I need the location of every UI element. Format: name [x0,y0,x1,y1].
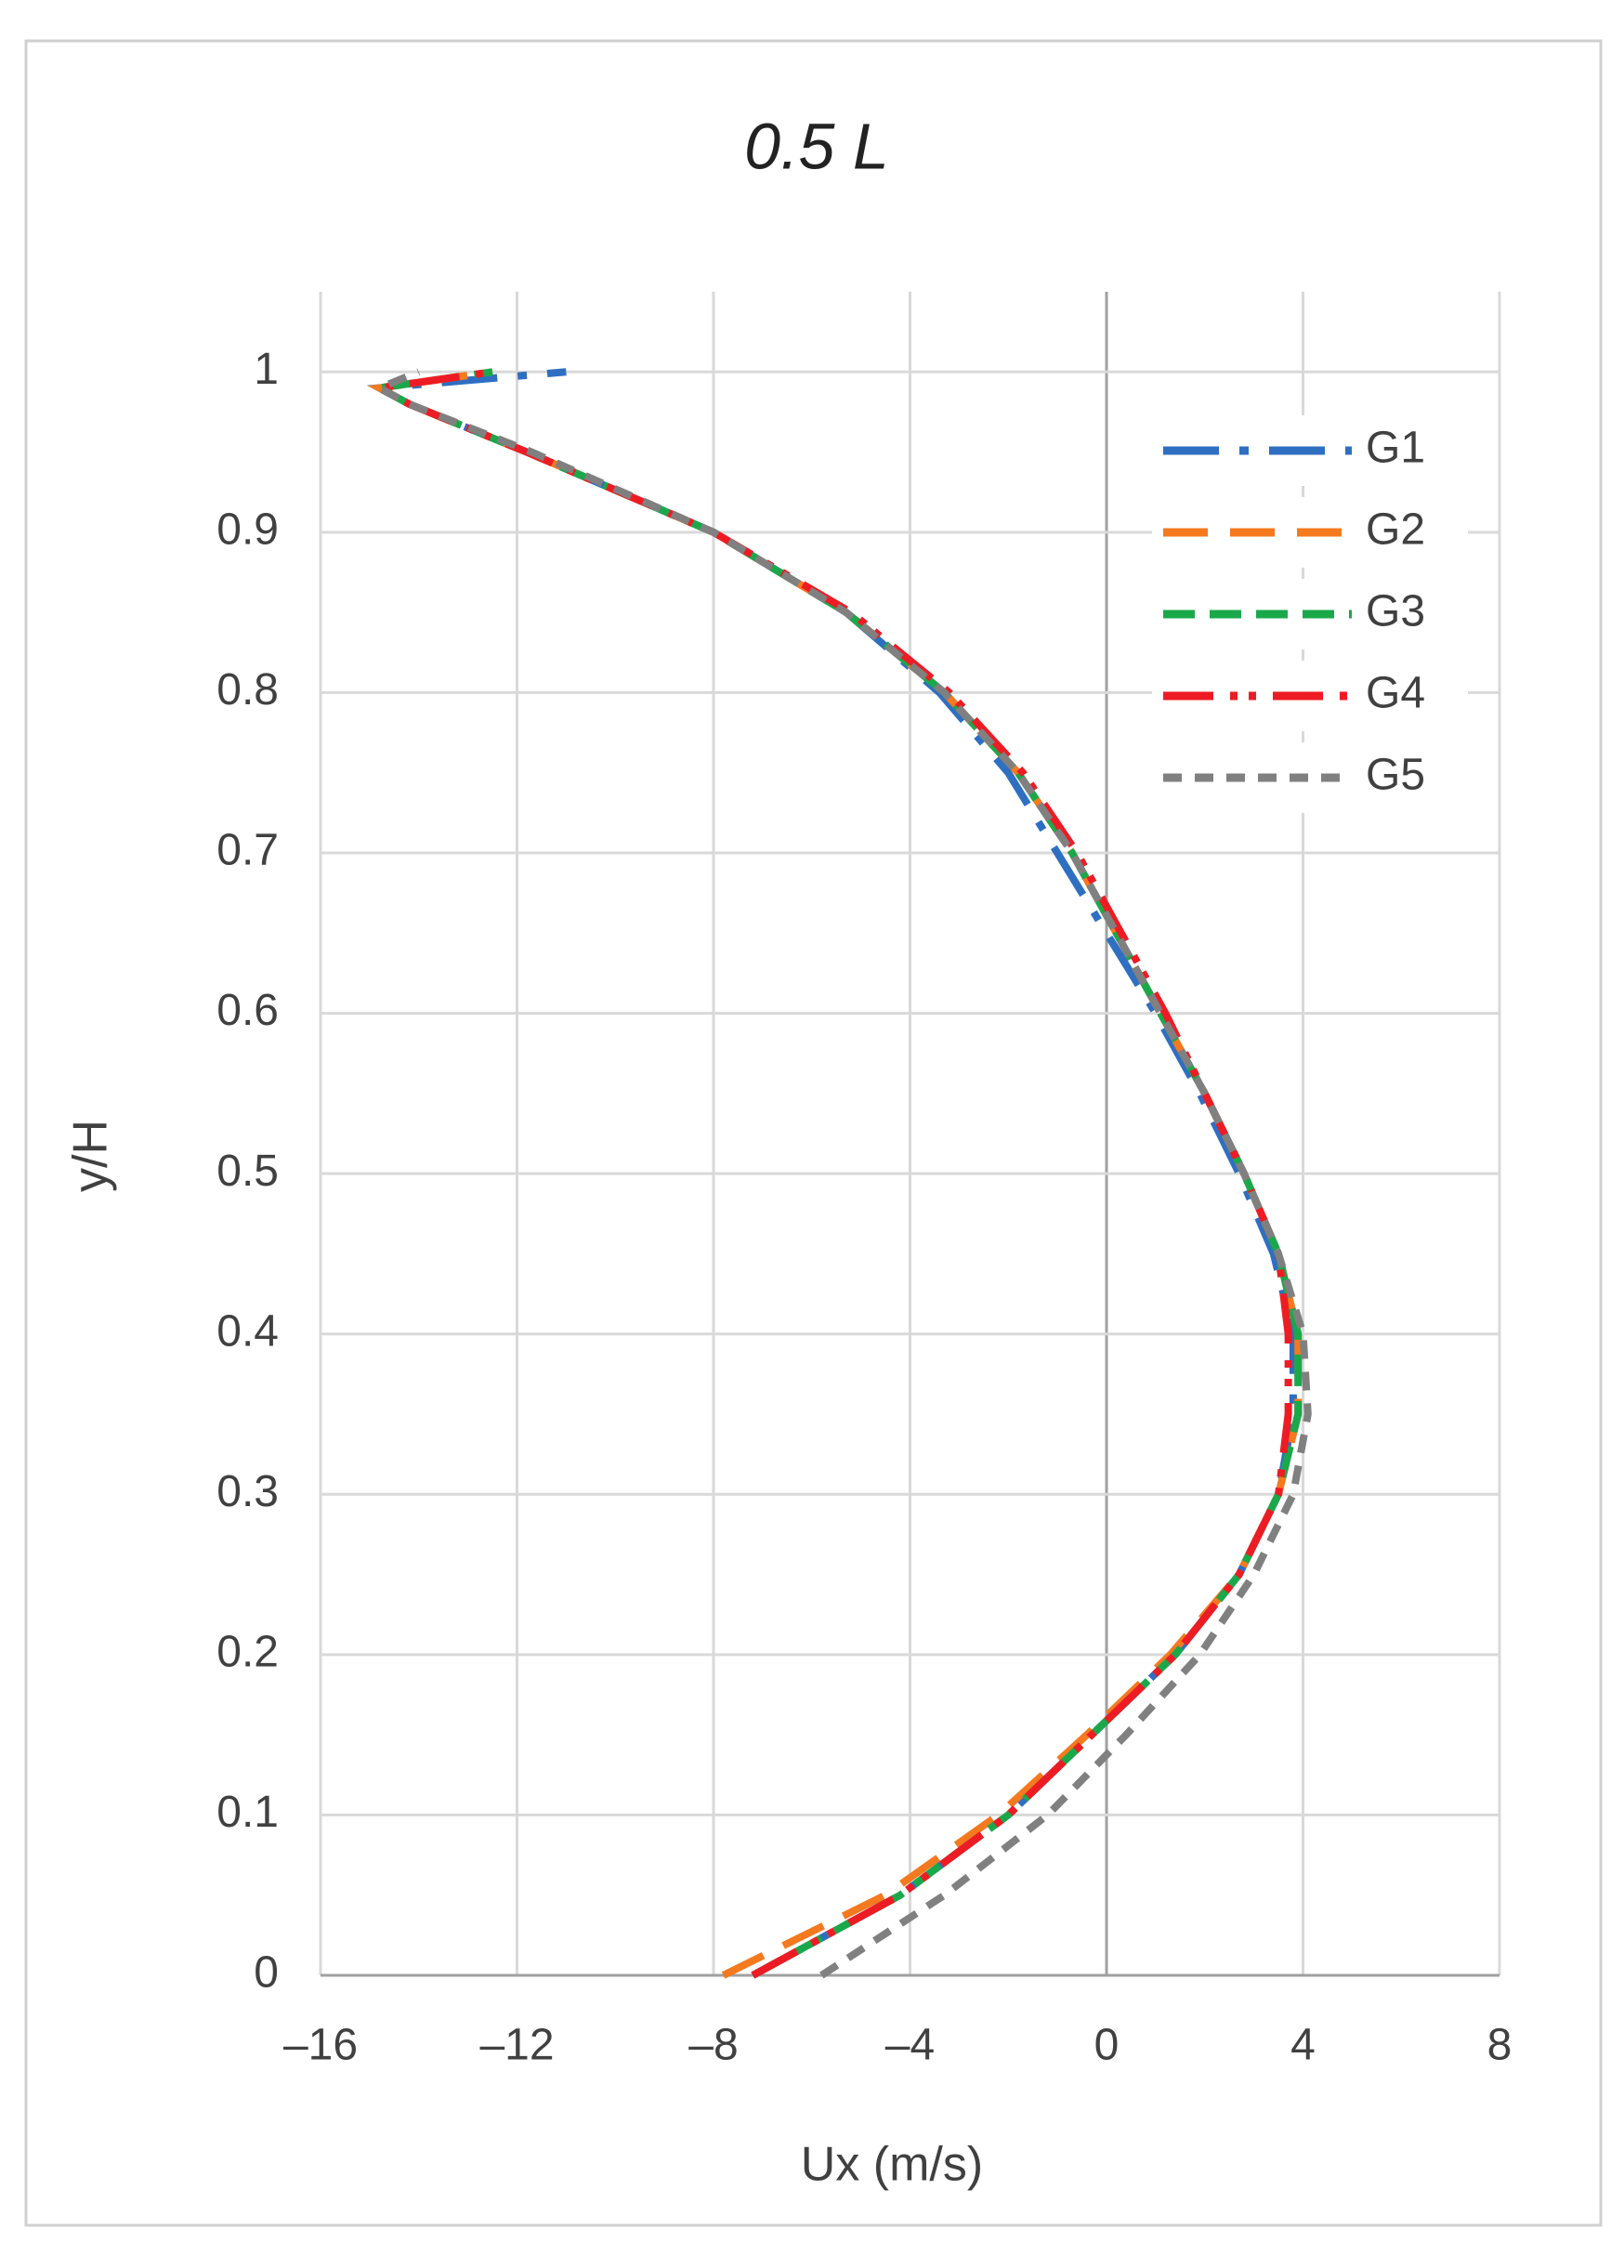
y-tick-label: 0.8 [216,665,279,714]
chart-frame [24,39,1603,2227]
y-tick-label: 0.2 [216,1628,279,1677]
chart-title: 0.5 L [744,110,889,182]
y-tick-label: 0.3 [216,1467,279,1516]
y-tick-label: 0.6 [216,986,279,1035]
y-tick-label: 0.1 [216,1788,279,1837]
x-tick-label: 8 [1487,2021,1513,2070]
y-tick-label: 1 [254,345,279,394]
x-tick-label: –16 [283,2021,358,2070]
legend-label: G2 [1366,505,1425,555]
legend-label: G3 [1366,587,1425,636]
y-tick-label: 0 [254,1948,279,1998]
x-tick-label: –12 [479,2021,554,2070]
legend-label: G5 [1366,751,1425,800]
x-axis-label: Ux (m/s) [801,2138,983,2192]
y-tick-label: 0.7 [216,826,279,875]
y-tick-label: 0.9 [216,505,279,555]
y-tick-label: 0.4 [216,1306,279,1356]
x-tick-label: 4 [1290,2021,1316,2070]
data-line [371,368,1312,1979]
legend-label: G4 [1366,669,1425,718]
x-tick-label: –8 [688,2021,738,2070]
x-tick-label: –4 [885,2021,935,2070]
y-tick-label: 0.5 [216,1147,279,1196]
x-tick-label: 0 [1094,2021,1120,2070]
legend-label: G1 [1366,424,1425,473]
y-axis-label: y/H [64,1120,118,1192]
